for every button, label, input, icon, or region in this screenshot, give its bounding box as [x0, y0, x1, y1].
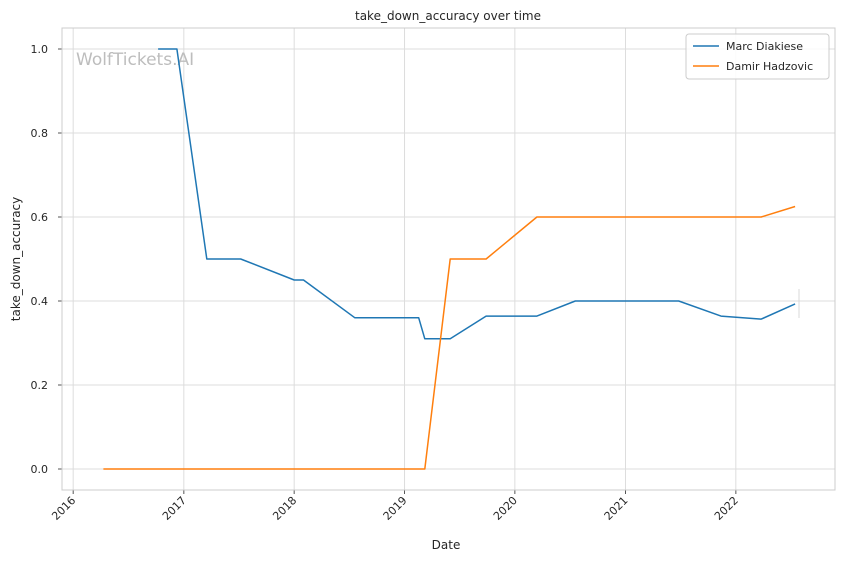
x-tick-label: 2019 — [381, 494, 410, 523]
watermark-text: WolfTickets.AI — [76, 50, 194, 70]
x-tick-labels: 2016 2017 2018 2019 2020 2021 2022 — [49, 494, 741, 523]
legend-box — [685, 33, 830, 80]
y-gridlines — [58, 48, 835, 470]
y-tick-label: 1.0 — [31, 43, 49, 56]
legend-label-damir-hadzovic: Damir Hadzovic — [726, 60, 813, 73]
y-tick-labels: 0.0 0.2 0.4 0.6 0.8 1.0 — [31, 43, 49, 476]
x-tick-label: 2017 — [160, 494, 189, 523]
y-tick-label: 0.4 — [31, 295, 49, 308]
x-tick-label: 2022 — [712, 494, 741, 523]
legend-label-marc-diakiese: Marc Diakiese — [726, 40, 803, 53]
x-axis-label: Date — [432, 538, 461, 552]
y-tick-label: 0.6 — [31, 211, 49, 224]
x-tick-label: 2018 — [270, 494, 299, 523]
x-tick-label: 2021 — [602, 494, 631, 523]
y-axis-label: take_down_accuracy — [9, 197, 23, 321]
y-tick-label: 0.2 — [31, 379, 49, 392]
x-tick-label: 2016 — [49, 494, 78, 523]
x-gridlines — [72, 28, 737, 494]
chart-title: take_down_accuracy over time — [355, 9, 541, 23]
series-line-marc-diakiese — [158, 48, 796, 340]
series-layer — [103, 48, 796, 470]
series-line-damir-hadzovic — [103, 205, 796, 470]
legend: Marc Diakiese Damir Hadzovic — [685, 33, 830, 80]
y-tick-label: 0.8 — [31, 127, 49, 140]
y-tick-label: 0.0 — [31, 463, 49, 476]
x-tick-label: 2020 — [491, 494, 520, 523]
plot-frame — [61, 27, 836, 491]
